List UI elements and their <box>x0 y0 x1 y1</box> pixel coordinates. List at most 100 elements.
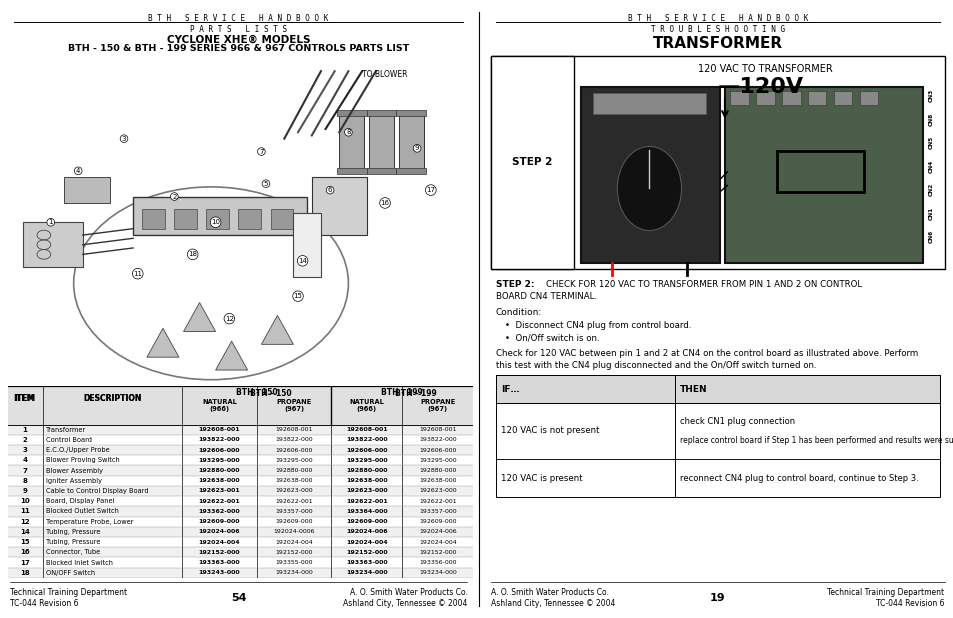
Text: 192606-000: 192606-000 <box>346 447 387 452</box>
Text: 192024-006: 192024-006 <box>198 530 240 535</box>
Text: 192606-000: 192606-000 <box>275 447 313 452</box>
Bar <box>8 476 473 486</box>
Text: NATURAL
(966): NATURAL (966) <box>202 399 236 412</box>
Text: Temperature Probe, Lower: Temperature Probe, Lower <box>47 519 133 525</box>
Text: Tubing, Pressure: Tubing, Pressure <box>47 529 101 535</box>
Bar <box>8 567 473 578</box>
Bar <box>491 56 574 269</box>
Bar <box>65 177 111 203</box>
Polygon shape <box>215 341 248 370</box>
Text: ITEM: ITEM <box>13 394 34 403</box>
Text: THEN: THEN <box>679 384 707 394</box>
Bar <box>336 167 366 174</box>
Text: 192024-0006: 192024-0006 <box>273 530 314 535</box>
Text: 193822-000: 193822-000 <box>274 438 313 442</box>
Bar <box>369 113 394 171</box>
Text: TC-044 Revision 6: TC-044 Revision 6 <box>10 599 78 609</box>
Text: P A R T S   L I S T S: P A R T S L I S T S <box>190 25 287 34</box>
Text: Blower Proving Switch: Blower Proving Switch <box>47 457 120 464</box>
Bar <box>724 87 923 263</box>
Text: 192623-000: 192623-000 <box>346 488 387 494</box>
Text: 193295-000: 193295-000 <box>274 458 313 463</box>
Bar <box>776 151 863 192</box>
Text: 120 VAC is present: 120 VAC is present <box>500 473 581 483</box>
Polygon shape <box>261 315 294 344</box>
Text: 10: 10 <box>211 219 220 225</box>
Text: 2: 2 <box>23 437 28 443</box>
Bar <box>8 455 473 465</box>
Bar <box>366 110 396 116</box>
Text: 192622-001: 192622-001 <box>346 499 387 504</box>
Text: CYCLONE XHE® MODELS: CYCLONE XHE® MODELS <box>167 35 310 44</box>
Text: 15: 15 <box>20 539 30 545</box>
Text: Condition:: Condition: <box>496 308 541 317</box>
Bar <box>755 91 774 105</box>
Text: CN2: CN2 <box>928 183 933 197</box>
Bar <box>8 465 473 476</box>
Text: replace control board if Step 1 has been performed and results were successful.: replace control board if Step 1 has been… <box>679 436 953 444</box>
Text: 12: 12 <box>225 316 233 321</box>
Text: 192638-000: 192638-000 <box>274 478 313 483</box>
Bar <box>496 375 939 403</box>
Text: Technical Training Department: Technical Training Department <box>826 588 943 598</box>
Text: 192880-000: 192880-000 <box>275 468 313 473</box>
Text: IF…: IF… <box>500 384 518 394</box>
Text: 193295-000: 193295-000 <box>418 458 456 463</box>
Text: PROPANE
(967): PROPANE (967) <box>276 399 312 412</box>
Text: 4: 4 <box>76 168 80 174</box>
Bar <box>142 210 165 229</box>
Text: 193234-000: 193234-000 <box>274 570 313 575</box>
Text: Ashland City, Tennessee © 2004: Ashland City, Tennessee © 2004 <box>343 599 467 609</box>
Text: 192024-004: 192024-004 <box>198 540 240 544</box>
Bar <box>312 177 366 235</box>
Text: 193362-000: 193362-000 <box>198 509 240 514</box>
Text: 192638-000: 192638-000 <box>198 478 240 483</box>
Text: 192606-000: 192606-000 <box>418 447 456 452</box>
Bar <box>592 93 705 114</box>
Text: 192609-000: 192609-000 <box>346 519 387 524</box>
Text: 14: 14 <box>298 258 307 264</box>
Text: CN3: CN3 <box>928 89 933 103</box>
Bar <box>8 486 473 496</box>
Polygon shape <box>183 303 215 331</box>
Text: Check for 120 VAC between pin 1 and 2 at CN4 on the control board as illustrated: Check for 120 VAC between pin 1 and 2 at… <box>496 349 917 358</box>
Text: 192638-000: 192638-000 <box>346 478 387 483</box>
Bar <box>496 375 939 497</box>
Text: 192024-006: 192024-006 <box>418 530 456 535</box>
Text: 192024-006: 192024-006 <box>346 530 387 535</box>
Text: 1: 1 <box>49 219 53 225</box>
Text: 11: 11 <box>133 271 142 277</box>
Text: 192609-000: 192609-000 <box>198 519 240 524</box>
Text: 12: 12 <box>20 519 30 525</box>
Text: 8: 8 <box>23 478 28 484</box>
Text: 14: 14 <box>20 529 30 535</box>
Bar <box>8 547 473 557</box>
Text: NATURAL
(966): NATURAL (966) <box>349 399 384 412</box>
Text: 192152-000: 192152-000 <box>274 550 313 555</box>
Text: BTH - 199: BTH - 199 <box>395 389 436 398</box>
Text: 192024-004: 192024-004 <box>346 540 387 544</box>
Bar <box>8 517 473 527</box>
Text: 9: 9 <box>23 488 28 494</box>
Text: CN6: CN6 <box>928 230 933 243</box>
Text: B T H   S E R V I C E   H A N D B O O K: B T H S E R V I C E H A N D B O O K <box>148 14 329 23</box>
Text: 193243-000: 193243-000 <box>198 570 240 575</box>
Text: 192622-001: 192622-001 <box>198 499 240 504</box>
Text: 192609-000: 192609-000 <box>418 519 456 524</box>
Bar <box>366 167 396 174</box>
Text: 11: 11 <box>20 509 30 514</box>
Text: 192880-000: 192880-000 <box>198 468 240 473</box>
Text: Blower Assembly: Blower Assembly <box>47 468 103 473</box>
Bar <box>206 210 229 229</box>
Text: 192608-001: 192608-001 <box>275 427 313 432</box>
Text: Technical Training Department: Technical Training Department <box>10 588 127 598</box>
Text: DESCRIPTION: DESCRIPTION <box>83 394 141 403</box>
Text: —120V: —120V <box>717 77 803 96</box>
Text: •  Disconnect CN4 plug from control board.: • Disconnect CN4 plug from control board… <box>505 321 691 331</box>
Text: 120 VAC is not present: 120 VAC is not present <box>500 426 598 435</box>
Text: 192608-001: 192608-001 <box>418 427 456 432</box>
Text: B T H   S E R V I C E   H A N D B O O K: B T H S E R V I C E H A N D B O O K <box>627 14 807 23</box>
Text: 5: 5 <box>264 180 268 187</box>
Text: 16: 16 <box>20 549 30 556</box>
Text: A. O. Smith Water Products Co.: A. O. Smith Water Products Co. <box>491 588 608 598</box>
